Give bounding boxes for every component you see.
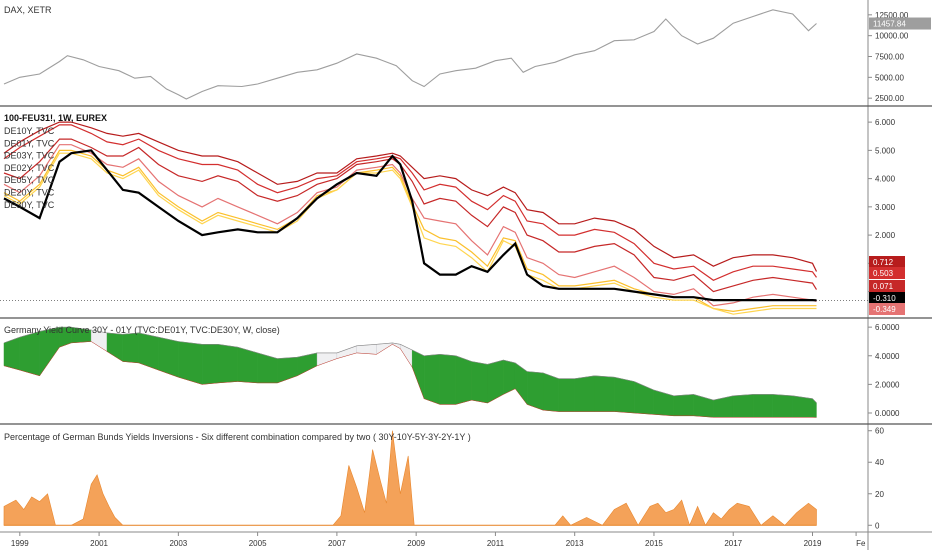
yield-badge [869, 280, 905, 292]
yield-badge-label: 0.712 [873, 258, 894, 267]
spread-band-segment [455, 355, 472, 405]
dax-last-label: 11457.84 [873, 20, 906, 29]
x-tick-label: 2007 [328, 539, 346, 548]
dax-panel: 2500.00 5000.00 7500.00 10000.00 12500.00114… [3, 9, 931, 103]
inversions-tick-label: 0 [875, 521, 880, 530]
spread-band-segment [594, 375, 615, 412]
spread-band-segment [733, 394, 754, 418]
yield-badge [869, 292, 905, 304]
yields-tick-label: 4.000 [875, 175, 896, 184]
spread-band-segment [772, 394, 793, 418]
x-axis: 1999 2001 2003 2005 2007 2009 2011 2013 2015 2017… [11, 532, 866, 548]
spread-band-segment [439, 354, 456, 405]
yield-badge [869, 267, 905, 279]
legend-entry: DE01Y, TVC [4, 138, 55, 148]
x-tick-label: 2019 [804, 539, 822, 548]
dax-last-badge [869, 17, 931, 30]
yields-tick-label: 3.000 [875, 203, 896, 212]
x-tick-label: 2017 [724, 539, 742, 548]
yield-curve-panel: 0.0000 2.0000 4.0000 6.0000 [3, 323, 900, 418]
dax-tick-label: 5000.00 [875, 73, 904, 82]
yield-line-de10y [3, 138, 818, 293]
yields-title: 100-FEU31!, 1W, EUREX [4, 113, 107, 123]
spread-band-segment [752, 394, 774, 418]
curve-tick-label: 4.0000 [875, 352, 900, 361]
x-tick-label: 2011 [487, 539, 505, 548]
yield-line-de30y [3, 121, 818, 272]
yield-badge-label: -0.310 [873, 294, 896, 303]
curve-tick-label: 0.0000 [875, 409, 900, 418]
spread-band-segment [423, 354, 441, 405]
x-tick-label: 2005 [249, 539, 267, 548]
yield-badge-label: -0.349 [873, 305, 896, 314]
yields-panel: 1.0002.0003.0004.0005.0006.0000.7120.503… [0, 118, 905, 315]
yield-badge [869, 303, 905, 315]
legend-entry: DE03Y, TVC [4, 151, 55, 161]
dax-tick-label: 10000.00 [875, 32, 909, 41]
x-tick-label: Fe [856, 539, 866, 548]
spread-band-segment [217, 344, 239, 384]
legend-entry: DE20Y, TVC [4, 188, 55, 198]
dax-tick-label: 12500.00 [875, 11, 909, 20]
spread-band-segment [201, 344, 219, 385]
yield-badge [869, 256, 905, 268]
curve-tick-label: 2.0000 [875, 380, 900, 389]
spread-band-segment [526, 371, 544, 411]
yields-tick-label: 6.000 [875, 118, 896, 127]
spread-band-segment [471, 361, 488, 404]
spread-band-segment [237, 346, 258, 384]
yield-line-de20y [3, 124, 817, 281]
inversions-tick-label: 60 [875, 427, 884, 436]
yield-line-de02y [3, 152, 817, 315]
yield-badge-label: 0.503 [873, 269, 894, 278]
spread-band-segment [122, 332, 139, 364]
curve-upper-line [3, 326, 817, 404]
x-tick-label: 2001 [90, 539, 108, 548]
dax-tick-label: 2500.00 [875, 94, 904, 103]
spread-band-segment [542, 372, 560, 412]
inversions-tick-label: 20 [875, 490, 884, 499]
x-tick-label: 1999 [11, 539, 29, 548]
x-tick-label: 2013 [566, 539, 584, 548]
curve-title: Germany Yield Curve 30Y - 01Y (TVC:DE01Y… [4, 325, 280, 335]
spread-band-segment [614, 376, 635, 414]
x-tick-label: 2009 [407, 539, 425, 548]
x-tick-label: 2003 [169, 539, 187, 548]
legend-entry: DE30Y, TVC [4, 200, 55, 210]
yield-line-de05y [3, 144, 817, 307]
inversions-title: Percentage of German Bunds Yields Invers… [4, 432, 471, 442]
spread-band-segment [673, 394, 694, 417]
inversions-tick-label: 40 [875, 458, 884, 467]
inversions-panel: 0 20 40 60 [3, 427, 884, 530]
x-tick-label: 2015 [645, 539, 663, 548]
spread-band-segment [558, 378, 575, 412]
dax-title: DAX, XETR [4, 5, 52, 15]
spread-band-segment [574, 375, 595, 412]
yields-tick-label: 2.000 [875, 231, 896, 240]
legend-entry: DE10Y, TVC [4, 126, 55, 136]
yield-badge-label: 0.071 [873, 282, 894, 291]
spread-band-segment [19, 331, 40, 377]
spread-band-segment [178, 341, 203, 385]
legend-entry: DE05Y, TVC [4, 175, 55, 185]
legend-entry: DE02Y, TVC [4, 163, 55, 173]
yields-tick-label: 5.000 [875, 146, 896, 155]
curve-tick-label: 6.0000 [875, 323, 900, 332]
spread-band-segment [792, 395, 813, 418]
yield-line-de01y [3, 149, 817, 302]
curve-lower-line [3, 341, 817, 418]
spread-band-segment [503, 359, 516, 395]
dax-price-line [3, 9, 817, 100]
yields-legend: DE10Y, TVC DE01Y, TVC DE03Y, TVC DE02Y, TVC… [4, 126, 55, 210]
dax-tick-label: 7500.00 [875, 53, 904, 62]
